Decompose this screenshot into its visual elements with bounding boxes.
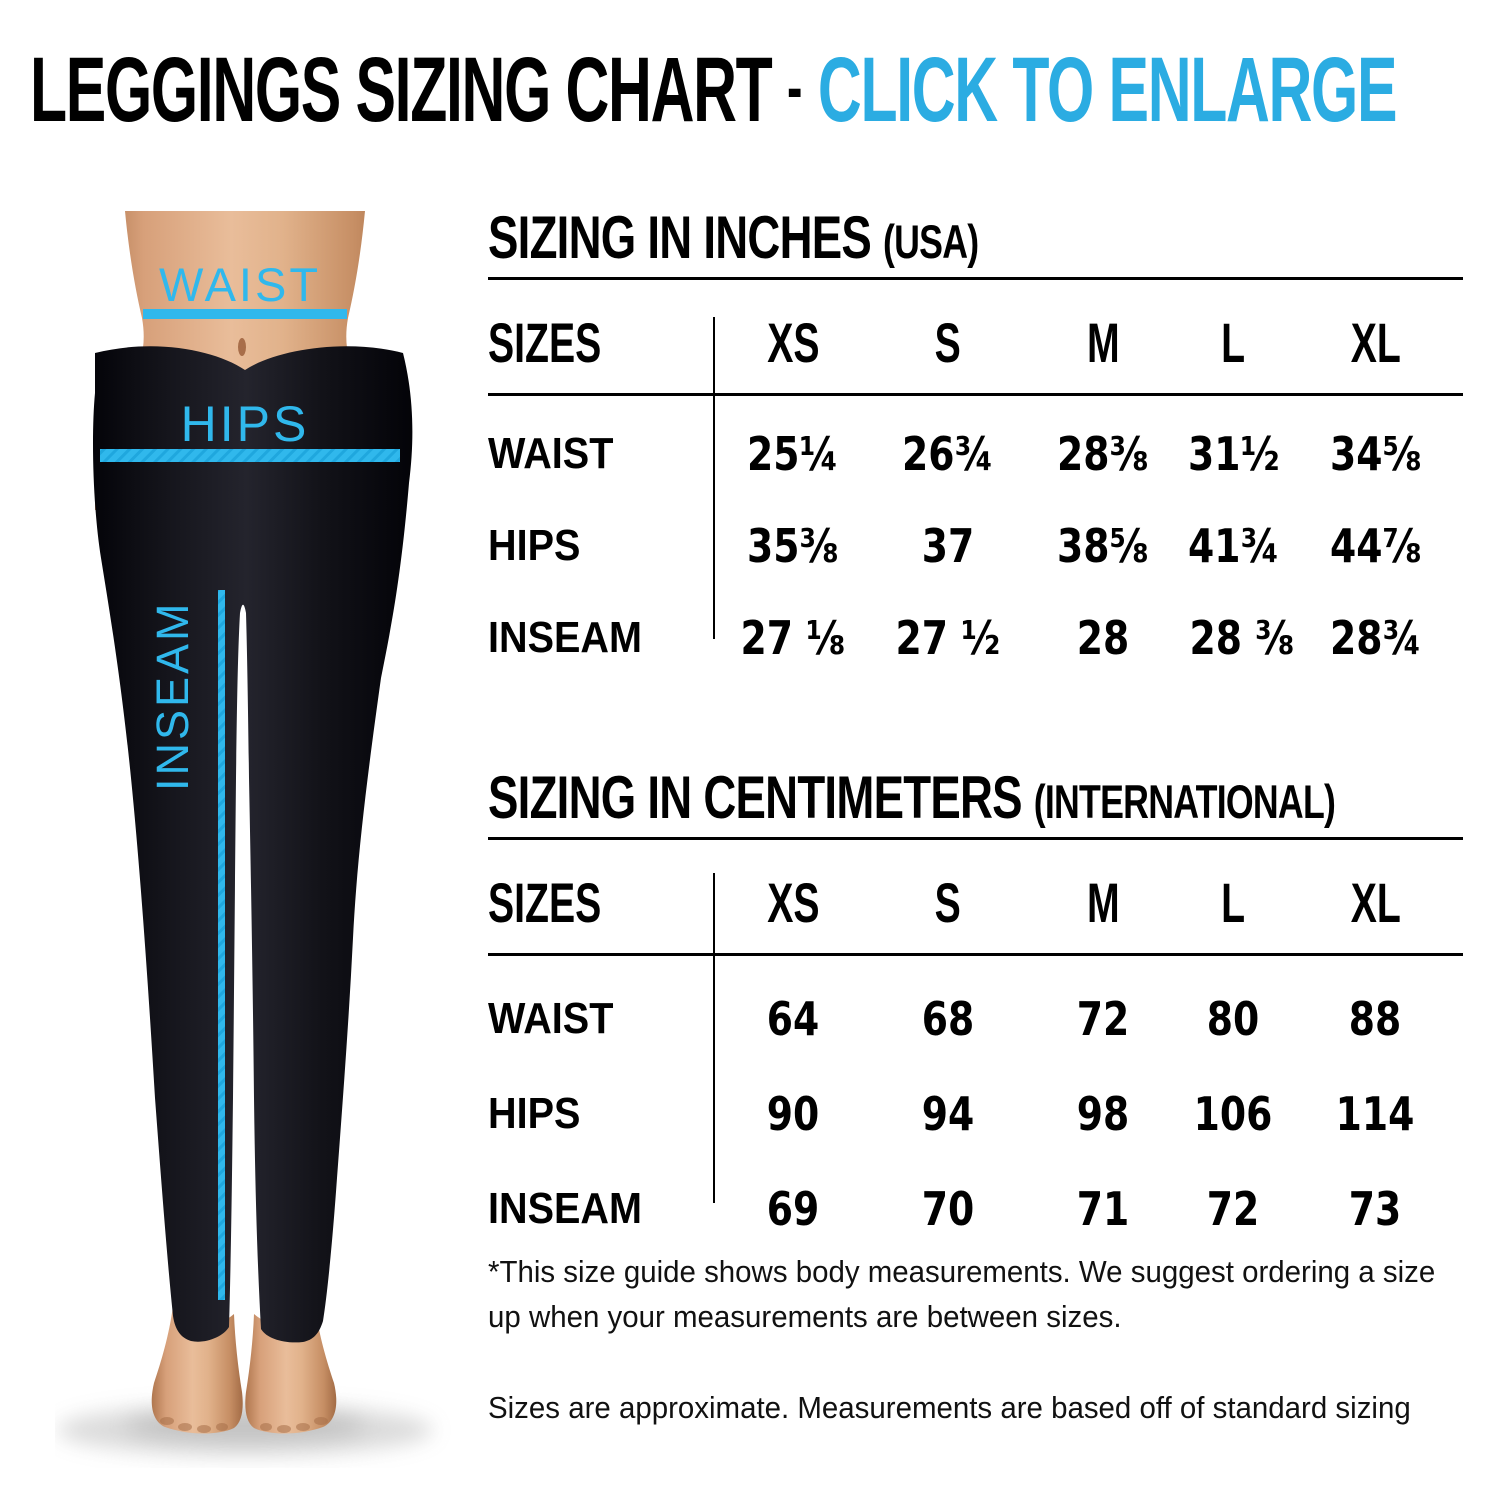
cell-value: 25¼ <box>747 427 839 481</box>
cell-value: 34⅝ <box>1329 427 1422 481</box>
cell-value: 80 <box>1206 991 1260 1046</box>
size-guide-note: *This size guide shows body measurements… <box>488 1254 1436 1334</box>
cell-value: 70 <box>921 1181 975 1236</box>
inches-heading-text: SIZING IN INCHES <box>488 204 872 271</box>
toe-shadows <box>160 1417 328 1433</box>
col-header-sizes: SIZES <box>488 311 602 374</box>
cell-value: 98 <box>1076 1086 1130 1141</box>
col-header-xl: XL <box>1350 871 1401 934</box>
cell-value: 28⅜ <box>1057 427 1149 481</box>
table-row: INSEAM 27 ⅛ 27 ½ 28 28 ⅜ 28¾ <box>488 592 1463 684</box>
cell-value: 27 ½ <box>895 611 1001 665</box>
col-header-l: L <box>1221 311 1245 374</box>
cell-value: 90 <box>766 1086 820 1141</box>
table-row: WAIST 64 68 72 80 88 <box>488 971 1463 1066</box>
cell-value: 68 <box>921 991 975 1046</box>
cell-value: 28 <box>1076 611 1130 665</box>
row-label: WAIST <box>488 429 614 478</box>
row-label: INSEAM <box>488 613 643 662</box>
col-header-s: S <box>934 311 962 374</box>
inches-heading: SIZING IN INCHES (USA) <box>488 205 1463 280</box>
centimeters-table: SIZING IN CENTIMETERS (INTERNATIONAL) SI… <box>488 765 1463 1256</box>
col-header-xs: XS <box>766 311 820 374</box>
navel <box>238 338 246 356</box>
hips-line <box>100 449 400 462</box>
cell-value: 72 <box>1206 1181 1260 1236</box>
col-header-xs: XS <box>766 871 820 934</box>
inches-header-row: SIZES XS S M L XL <box>488 310 1463 396</box>
centimeters-header-row: SIZES XS S M L XL <box>488 870 1463 956</box>
table-row: INSEAM 69 70 71 72 73 <box>488 1161 1463 1256</box>
col-header-l: L <box>1221 871 1245 934</box>
cell-value: 69 <box>766 1181 820 1236</box>
col-header-s: S <box>934 871 962 934</box>
centimeters-heading: SIZING IN CENTIMETERS (INTERNATIONAL) <box>488 765 1463 840</box>
col-header-xl: XL <box>1350 311 1401 374</box>
waist-label: WAIST <box>159 258 321 311</box>
cell-value: 114 <box>1336 1086 1415 1141</box>
cell-value: 88 <box>1349 991 1402 1046</box>
col-header-sizes: SIZES <box>488 871 602 934</box>
inseam-label: INSEAM <box>147 600 198 791</box>
centimeters-column-divider <box>713 873 715 1203</box>
inches-column-divider <box>713 317 715 639</box>
inches-heading-region: (USA) <box>882 215 979 268</box>
leggings-figure-image[interactable]: WAIST HIPS INSEAM <box>55 178 475 1468</box>
cell-value: 28¾ <box>1329 611 1422 665</box>
table-row: HIPS 35⅜ 37 38⅝ 41¾ 44⅞ <box>488 500 1463 592</box>
centimeters-heading-region: (INTERNATIONAL) <box>1033 775 1336 828</box>
hips-label: HIPS <box>181 396 310 452</box>
cell-value: 94 <box>921 1086 975 1141</box>
cell-value: 64 <box>766 991 820 1046</box>
inseam-line <box>218 590 225 1300</box>
cell-value: 28 ⅜ <box>1189 611 1295 665</box>
cell-value: 106 <box>1193 1086 1273 1141</box>
cell-value: 37 <box>921 519 975 573</box>
centimeters-rows: WAIST 64 68 72 80 88 HIPS 90 94 98 106 1… <box>488 971 1463 1256</box>
page-title-text: LEGGINGS SIZING CHART <box>30 39 773 141</box>
cell-value: 72 <box>1076 991 1130 1046</box>
row-label: WAIST <box>488 993 614 1043</box>
cell-value: 38⅝ <box>1057 519 1149 573</box>
left-foot <box>151 1306 243 1434</box>
col-header-m: M <box>1086 311 1120 374</box>
inches-rows: WAIST 25¼ 26¾ 28⅜ 31½ 34⅝ HIPS 35⅜ 37 38… <box>488 408 1463 684</box>
cell-value: 31½ <box>1188 427 1280 481</box>
row-label: HIPS <box>488 521 581 570</box>
right-foot <box>245 1306 337 1434</box>
inches-table: SIZING IN INCHES (USA) SIZES XS S M L XL… <box>488 205 1463 684</box>
cell-value: 27 ⅛ <box>740 611 846 665</box>
cell-value: 71 <box>1076 1181 1130 1236</box>
leggings-shape <box>93 346 413 1343</box>
centimeters-heading-text: SIZING IN CENTIMETERS <box>488 764 1023 831</box>
cell-value: 26¾ <box>902 427 994 481</box>
waist-line <box>143 309 347 319</box>
page-title: LEGGINGS SIZING CHART - CLICK TO ENLARGE <box>30 42 1500 139</box>
col-header-m: M <box>1086 871 1120 934</box>
cell-value: 41¾ <box>1188 519 1280 573</box>
row-label: INSEAM <box>488 1183 643 1233</box>
approximate-sizes-note: Sizes are approximate. Measurements are … <box>488 1390 1411 1425</box>
cell-value: 35⅜ <box>747 519 839 573</box>
table-row: HIPS 90 94 98 106 114 <box>488 1066 1463 1161</box>
cell-value: 44⅞ <box>1329 519 1422 573</box>
row-label: HIPS <box>488 1088 581 1138</box>
click-to-enlarge-link[interactable]: CLICK TO ENLARGE <box>817 39 1398 141</box>
cell-value: 73 <box>1349 1181 1402 1236</box>
title-dash: - <box>786 48 803 126</box>
table-row: WAIST 25¼ 26¾ 28⅜ 31½ 34⅝ <box>488 408 1463 500</box>
